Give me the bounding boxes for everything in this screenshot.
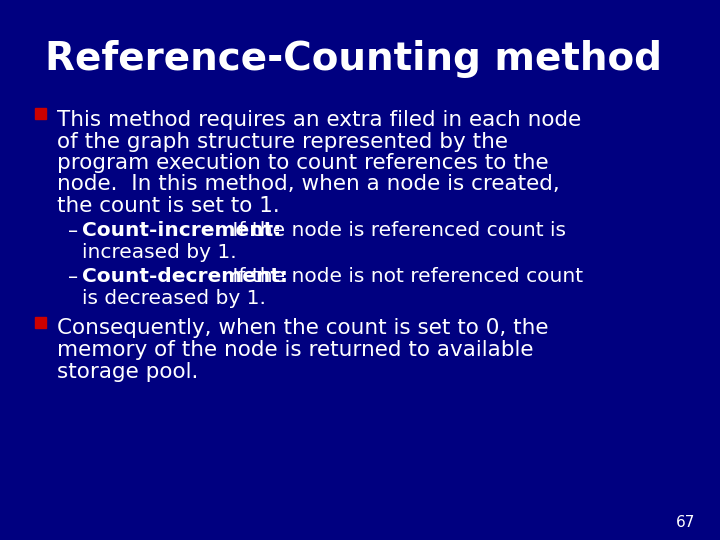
Text: program execution to count references to the: program execution to count references to…: [57, 153, 549, 173]
Bar: [35, 108, 46, 119]
Text: If the node is referenced count is: If the node is referenced count is: [226, 221, 566, 240]
Text: is decreased by 1.: is decreased by 1.: [82, 289, 266, 308]
Text: 67: 67: [675, 515, 695, 530]
Text: Consequently, when the count is set to 0, the: Consequently, when the count is set to 0…: [57, 319, 549, 339]
Text: If the node is not referenced count: If the node is not referenced count: [226, 267, 583, 287]
Text: –: –: [68, 267, 78, 287]
Text: –: –: [68, 221, 78, 240]
Text: Reference-Counting method: Reference-Counting method: [45, 40, 662, 78]
Text: This method requires an extra filed in each node: This method requires an extra filed in e…: [57, 110, 581, 130]
Text: of the graph structure represented by the: of the graph structure represented by th…: [57, 132, 508, 152]
Text: the count is set to 1.: the count is set to 1.: [57, 196, 280, 216]
Text: increased by 1.: increased by 1.: [82, 243, 237, 262]
Text: Count-decrement:: Count-decrement:: [82, 267, 288, 287]
Text: Count-increment:: Count-increment:: [82, 221, 282, 240]
Text: node.  In this method, when a node is created,: node. In this method, when a node is cre…: [57, 174, 559, 194]
Text: storage pool.: storage pool.: [57, 361, 199, 381]
Bar: [35, 316, 46, 327]
Text: memory of the node is returned to available: memory of the node is returned to availa…: [57, 340, 534, 360]
